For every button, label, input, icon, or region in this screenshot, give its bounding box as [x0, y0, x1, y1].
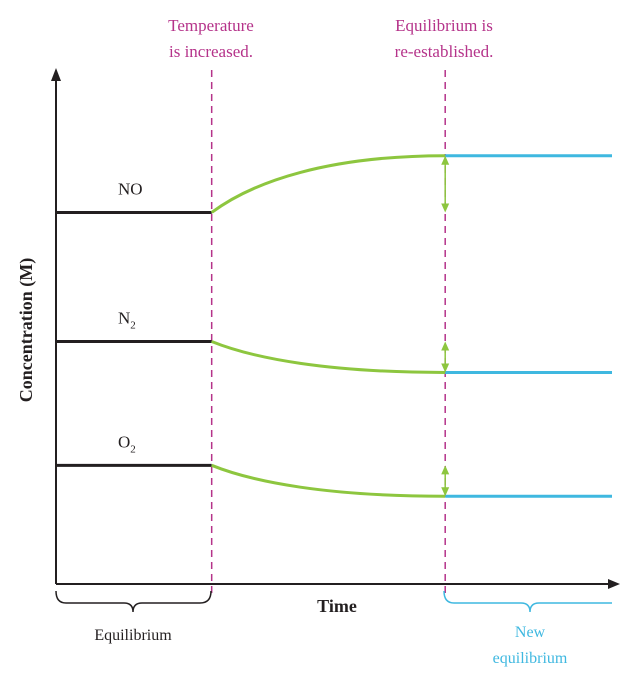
series-layer: NO N2 O2	[56, 154, 612, 498]
equilibrium-phase-label: Equilibrium	[94, 627, 172, 644]
series-no-transition	[210, 154, 446, 214]
series-o2-transition	[211, 463, 446, 498]
new-equilibrium-label-line2: equilibrium	[493, 650, 568, 667]
annotation-equilibrium-line1: Equilibrium is	[395, 16, 493, 35]
series-o2-label: O2	[118, 432, 136, 455]
annotation-temperature-line1: Temperature	[168, 16, 254, 35]
new-equilibrium-brace	[443, 590, 612, 613]
y-axis-label: Concentration (M)	[16, 258, 37, 402]
annotation-equilibrium-line2: re-established.	[395, 42, 494, 61]
x-axis-label: Time	[317, 596, 357, 616]
y-axis-arrow-icon	[51, 68, 61, 81]
series-n2-arrowhead-up-icon	[441, 341, 450, 351]
series-o2-arrowhead-down-icon	[441, 487, 450, 497]
equilibrium-brace	[55, 590, 212, 613]
series-no-arrowhead-down-icon	[441, 203, 450, 213]
series-o2-arrowhead-up-icon	[441, 465, 450, 475]
series-n2-label: N2	[118, 308, 136, 331]
series-no-arrowhead-up-icon	[441, 155, 450, 165]
annotation-temperature-line2: is increased.	[169, 42, 253, 61]
new-equilibrium-label-line1: New	[515, 624, 546, 641]
series-n2-arrowhead-down-icon	[441, 363, 450, 373]
series-n2-transition	[211, 340, 446, 374]
series-no-label: NO	[118, 179, 143, 198]
x-axis-arrow-icon	[608, 579, 620, 589]
